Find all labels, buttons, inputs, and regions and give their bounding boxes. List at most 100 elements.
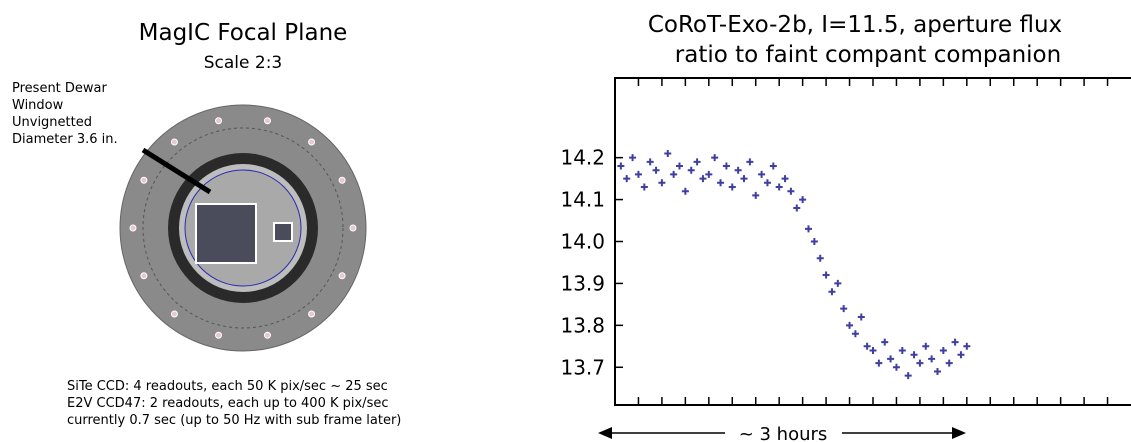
data-point — [658, 179, 666, 187]
y-tick-label: 14.1 — [560, 188, 605, 212]
data-point — [857, 313, 865, 321]
caption: E2V CCD47: 2 readouts, each up to 400 K … — [67, 396, 388, 411]
callout-line — [141, 147, 212, 195]
data-point — [769, 162, 777, 170]
bolt-hole — [129, 224, 137, 232]
data-point — [734, 166, 742, 174]
data-point — [711, 154, 719, 162]
callout-text: Diameter 3.6 in. — [12, 132, 118, 147]
y-tick-label: 13.8 — [560, 313, 605, 337]
bolt-hole — [263, 117, 271, 125]
y-tick-label: 13.7 — [560, 355, 605, 379]
data-point — [828, 288, 836, 296]
data-point — [752, 191, 760, 199]
data-point — [676, 162, 683, 170]
bolt-hole — [140, 272, 148, 280]
data-point — [904, 372, 912, 380]
data-point — [758, 170, 766, 178]
bolt-holes — [129, 117, 357, 339]
data-point — [846, 321, 854, 329]
focal-plane — [119, 104, 367, 352]
bolt-hole — [263, 331, 271, 339]
chart-title: ratio to faint compant companion — [675, 42, 1061, 68]
plot-frame — [614, 77, 1131, 406]
data-point — [898, 347, 906, 354]
data-point — [652, 166, 660, 174]
data-point — [681, 187, 689, 195]
data-point — [928, 355, 936, 363]
bolt-hole — [215, 331, 223, 339]
data-point — [957, 351, 965, 359]
data-point — [740, 175, 748, 183]
data-point — [623, 175, 631, 183]
e2v-ccd — [273, 222, 293, 242]
data-point — [693, 158, 701, 166]
data-point — [640, 183, 648, 191]
bolt-hole — [349, 224, 357, 232]
diagram-title: MagIC Focal Plane — [139, 20, 348, 46]
data-point — [722, 162, 730, 170]
duration-arrow: ~ 3 hours — [598, 424, 966, 442]
data-point — [646, 158, 654, 166]
data-point — [670, 170, 678, 178]
data-point — [634, 170, 642, 178]
data-point — [793, 204, 801, 212]
data-point — [916, 359, 924, 367]
callout-text: Window — [12, 98, 64, 113]
data-point — [787, 187, 795, 195]
bolt-hole — [140, 176, 148, 184]
data-point — [840, 305, 848, 313]
callout-text: Present Dewar — [12, 81, 108, 96]
data-point — [963, 342, 971, 350]
data-point — [717, 179, 725, 187]
data-point — [834, 279, 842, 287]
bolt-circle — [142, 127, 344, 329]
data-point — [869, 347, 877, 354]
bolt-hole — [170, 138, 178, 146]
data-point — [728, 183, 736, 191]
callout-text: Unvignetted — [12, 115, 92, 130]
bolt-hole — [308, 310, 316, 318]
data-point — [822, 271, 830, 279]
bolt-hole — [170, 310, 178, 318]
data-point — [881, 338, 889, 346]
data-point — [746, 158, 754, 166]
data-point — [775, 183, 783, 191]
caption: SiTe CCD: 4 readouts, each 50 K pix/sec … — [67, 379, 388, 394]
bolt-hole — [338, 272, 346, 280]
data-point — [617, 162, 625, 170]
caption: currently 0.7 sec (up to 50 Hz with sub … — [67, 413, 401, 428]
bolt-hole — [308, 138, 316, 146]
data-point — [934, 367, 941, 375]
data-point — [851, 330, 859, 338]
data-point — [910, 351, 918, 359]
data-point — [805, 225, 812, 233]
data-point — [664, 149, 672, 157]
site-ccd — [195, 203, 257, 264]
arrow-head — [952, 427, 966, 439]
bolt-hole — [338, 176, 346, 184]
arrow-head — [598, 427, 612, 439]
data-point — [799, 196, 807, 204]
annotation: ~ 3 hours — [739, 424, 828, 442]
diagram-subtitle: Scale 2:3 — [204, 53, 283, 73]
data-point — [863, 342, 871, 350]
data-point — [939, 347, 947, 354]
y-tick-label: 14.2 — [560, 146, 605, 170]
data-point — [781, 175, 789, 183]
bolt-hole — [215, 117, 223, 125]
data-point — [705, 170, 713, 178]
y-tick-label: 13.9 — [560, 271, 605, 295]
data-point — [687, 166, 695, 174]
data-point — [810, 238, 818, 245]
data-point — [629, 154, 637, 162]
data-point — [892, 363, 900, 371]
data-point — [887, 355, 895, 363]
data-point — [763, 179, 771, 187]
y-tick-label: 14.0 — [560, 230, 605, 254]
data-point — [875, 359, 883, 367]
data-point — [945, 359, 953, 367]
data-point — [699, 175, 707, 183]
